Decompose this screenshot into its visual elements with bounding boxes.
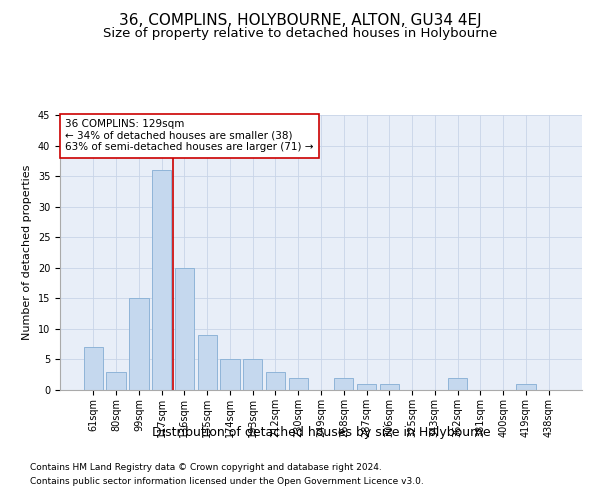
Bar xyxy=(357,384,376,390)
Bar xyxy=(152,170,172,390)
Bar xyxy=(197,335,217,390)
Text: 36, COMPLINS, HOLYBOURNE, ALTON, GU34 4EJ: 36, COMPLINS, HOLYBOURNE, ALTON, GU34 4E… xyxy=(119,12,481,28)
Bar xyxy=(129,298,149,390)
Bar xyxy=(84,347,103,390)
Bar xyxy=(266,372,285,390)
Bar xyxy=(220,360,239,390)
Text: Contains public sector information licensed under the Open Government Licence v3: Contains public sector information licen… xyxy=(30,477,424,486)
Bar xyxy=(289,378,308,390)
Text: Size of property relative to detached houses in Holybourne: Size of property relative to detached ho… xyxy=(103,28,497,40)
Bar xyxy=(516,384,536,390)
Bar xyxy=(380,384,399,390)
Bar xyxy=(448,378,467,390)
Bar xyxy=(334,378,353,390)
Text: Contains HM Land Registry data © Crown copyright and database right 2024.: Contains HM Land Registry data © Crown c… xyxy=(30,464,382,472)
Y-axis label: Number of detached properties: Number of detached properties xyxy=(22,165,32,340)
Bar xyxy=(106,372,126,390)
Bar xyxy=(175,268,194,390)
Text: 36 COMPLINS: 129sqm
← 34% of detached houses are smaller (38)
63% of semi-detach: 36 COMPLINS: 129sqm ← 34% of detached ho… xyxy=(65,119,314,152)
Text: Distribution of detached houses by size in Holybourne: Distribution of detached houses by size … xyxy=(152,426,490,439)
Bar xyxy=(243,360,262,390)
